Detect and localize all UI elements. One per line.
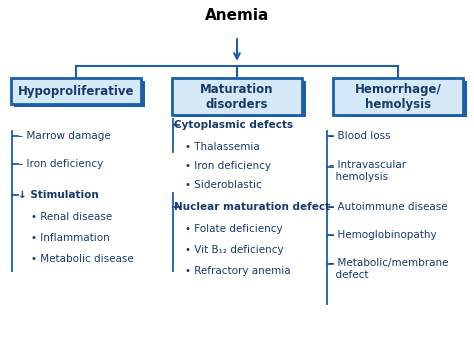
- Text: • Folate deficiency: • Folate deficiency: [185, 225, 283, 234]
- FancyBboxPatch shape: [10, 79, 141, 104]
- Text: – Blood loss: – Blood loss: [329, 131, 391, 141]
- FancyBboxPatch shape: [333, 79, 463, 115]
- Text: • Metabolic disease: • Metabolic disease: [31, 254, 134, 264]
- Text: Hypoproliferative: Hypoproliferative: [18, 85, 134, 98]
- Text: Nuclear maturation defect: Nuclear maturation defect: [174, 202, 330, 212]
- Text: Hemorrhage/
hemolysis: Hemorrhage/ hemolysis: [355, 82, 442, 111]
- Text: – Iron deficiency: – Iron deficiency: [18, 159, 103, 169]
- Text: • Refractory anemia: • Refractory anemia: [185, 266, 291, 276]
- Text: Anemia: Anemia: [205, 8, 269, 23]
- Text: • Renal disease: • Renal disease: [31, 213, 112, 222]
- Text: • Sideroblastic: • Sideroblastic: [185, 180, 262, 189]
- Text: Cytoplasmic defects: Cytoplasmic defects: [174, 120, 293, 130]
- FancyBboxPatch shape: [14, 81, 145, 107]
- Text: – Metabolic/membrane
  defect: – Metabolic/membrane defect: [329, 258, 449, 280]
- Text: ↓ Stimulation: ↓ Stimulation: [18, 190, 99, 200]
- Text: Maturation
disorders: Maturation disorders: [200, 82, 274, 111]
- Text: • Iron deficiency: • Iron deficiency: [185, 161, 271, 170]
- Text: – Marrow damage: – Marrow damage: [18, 131, 111, 141]
- Text: • Vit B₁₂ deficiency: • Vit B₁₂ deficiency: [185, 245, 283, 255]
- FancyBboxPatch shape: [337, 81, 467, 117]
- FancyBboxPatch shape: [175, 81, 306, 117]
- Text: – Hemoglobinopathy: – Hemoglobinopathy: [329, 230, 437, 239]
- FancyBboxPatch shape: [172, 79, 302, 115]
- Text: • Thalassemia: • Thalassemia: [185, 142, 260, 151]
- Text: – Autoimmune disease: – Autoimmune disease: [329, 202, 448, 212]
- Text: – Intravascular
  hemolysis: – Intravascular hemolysis: [329, 160, 407, 181]
- Text: • Inflammation: • Inflammation: [31, 233, 109, 243]
